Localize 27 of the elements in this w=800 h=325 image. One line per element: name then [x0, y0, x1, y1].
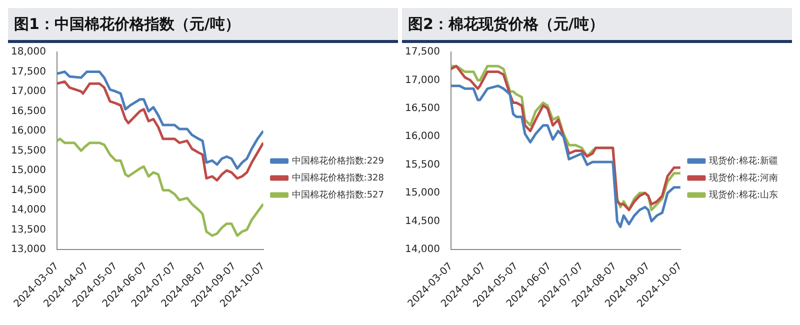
legend-label: 现货价:棉花:河南 — [708, 172, 778, 184]
y-tick-label: 15,500 — [10, 145, 46, 156]
y-tick-label: 15,000 — [10, 165, 46, 176]
legend-label: 中国棉花价格指数:328 — [292, 172, 384, 184]
y-tick-label: 16,000 — [404, 131, 440, 142]
y-tick-label: 17,500 — [10, 66, 46, 78]
legend-label: 中国棉花价格指数:527 — [292, 189, 384, 200]
chart-title: 图1：中国棉花价格指数（元/吨） — [8, 8, 398, 43]
y-tick-label: 14,000 — [10, 204, 46, 216]
y-tick-label: 16,500 — [10, 106, 46, 117]
y-tick-label: 15,000 — [404, 188, 440, 199]
y-tick-label: 15,500 — [404, 159, 440, 170]
y-tick-label: 18,000 — [10, 46, 46, 58]
chart-title: 图2：棉花现货价格（元/吨） — [402, 8, 792, 43]
legend-label: 现货价:棉花:山东 — [708, 189, 778, 200]
y-tick-label: 14,000 — [404, 244, 440, 256]
legend-label: 中国棉花价格指数:229 — [292, 155, 384, 166]
legend-label: 现货价:棉花:新疆 — [708, 155, 778, 166]
y-tick-label: 13,000 — [10, 244, 46, 256]
y-tick-label: 13,500 — [10, 224, 46, 236]
y-tick-label: 17,000 — [10, 86, 46, 98]
y-tick-label: 16,500 — [404, 103, 440, 114]
y-tick-label: 14,500 — [404, 216, 440, 227]
y-tick-label: 17,000 — [404, 74, 440, 86]
y-tick-label: 14,500 — [10, 184, 46, 196]
y-tick-label: 17,500 — [404, 46, 440, 58]
y-tick-label: 16,000 — [10, 126, 46, 137]
